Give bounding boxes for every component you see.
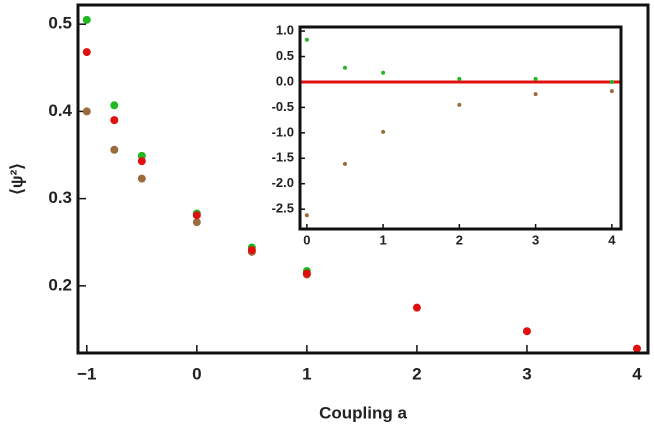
y-tick-label: -2.5: [272, 201, 294, 216]
data-point: [342, 161, 347, 166]
plot-frame: [298, 25, 623, 231]
y-tick-label: -0.5: [272, 99, 294, 114]
x-tick-label: 3: [522, 364, 531, 383]
x-tick-label: −1: [77, 364, 96, 383]
data-point: [522, 327, 531, 336]
data-point: [304, 213, 309, 218]
data-point: [192, 218, 201, 227]
plot-frame: [76, 3, 650, 355]
y-tick-label: 0.5: [276, 48, 294, 63]
x-tick-label: 2: [412, 364, 421, 383]
y-tick-label: 0.3: [48, 188, 72, 207]
data-point: [137, 157, 146, 166]
data-point: [381, 129, 386, 134]
data-point: [342, 65, 347, 70]
data-point: [82, 107, 91, 116]
data-point: [192, 211, 201, 220]
data-point: [533, 76, 538, 81]
data-point: [533, 92, 538, 97]
data-point: [609, 79, 614, 84]
data-point: [82, 15, 91, 24]
y-tick-label: 0.2: [48, 275, 72, 294]
x-tick-label: 2: [456, 232, 463, 247]
y-tick-label: -1.0: [272, 124, 294, 139]
data-point: [457, 76, 462, 81]
x-tick-label: 4: [632, 364, 642, 383]
data-point: [110, 145, 119, 154]
data-point: [110, 116, 119, 125]
data-point: [457, 102, 462, 107]
data-point: [302, 269, 311, 278]
x-tick-label: 1: [379, 232, 386, 247]
x-tick-label: 3: [532, 232, 539, 247]
data-point: [609, 89, 614, 94]
x-tick-label: 0: [192, 364, 201, 383]
data-point: [110, 101, 119, 110]
y-tick-label: -2.0: [272, 175, 294, 190]
x-tick-label: 4: [608, 232, 616, 247]
plot-background: [300, 27, 621, 229]
data-point: [381, 70, 386, 75]
inset-chart: 0 1 2 3 4 1.0 0.5 0.0 -0.5 -1.0 -1.5 -2.0 -2.5: [272, 23, 623, 247]
data-point: [137, 174, 146, 183]
data-point: [412, 303, 421, 312]
data-point: [247, 246, 256, 255]
y-axis-label: ⟨ψ²⟩: [7, 163, 26, 195]
data-point: [632, 344, 641, 353]
x-tick-label: 0: [303, 232, 310, 247]
x-axis-label: Coupling a: [319, 403, 407, 422]
x-tick-label: 1: [302, 364, 311, 383]
data-point: [304, 37, 309, 42]
y-tick-label: 0.4: [48, 101, 72, 120]
y-tick-label: 1.0: [276, 23, 294, 38]
data-point: [82, 48, 91, 57]
y-tick-label: 0.0: [276, 73, 294, 88]
y-tick-label: 0.5: [48, 14, 72, 33]
y-tick-label: -1.5: [272, 150, 294, 165]
